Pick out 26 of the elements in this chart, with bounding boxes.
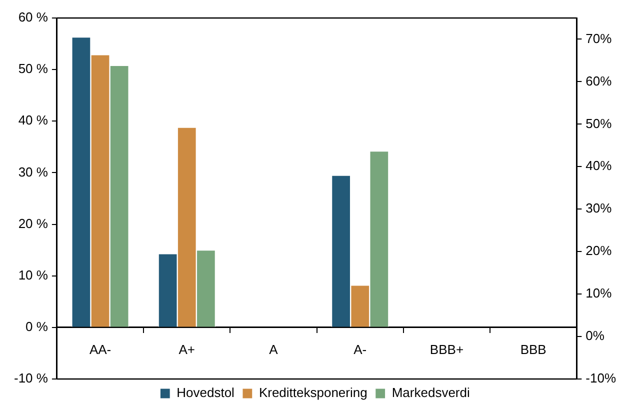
- y2-tick-label: 40%: [586, 158, 612, 174]
- x-tick-label: BBB+: [430, 342, 464, 357]
- x-tick-label: A: [269, 342, 278, 357]
- x-tick-label: A-: [354, 342, 367, 357]
- y2-tick-label: 60%: [586, 73, 612, 88]
- y2-tick-label: 0%: [586, 328, 605, 344]
- y-tick-label: 60 %: [18, 10, 48, 25]
- y2-tick-label: -10%: [586, 370, 616, 386]
- legend-label: Kreditteksponering: [258, 385, 368, 400]
- y-tick-label: 0 %: [26, 319, 48, 334]
- x-tick-label: AA-: [89, 342, 112, 357]
- y-tick-label: 10 %: [18, 267, 48, 282]
- y2-tick-label: 20%: [586, 243, 612, 258]
- legend-label: Markedsverdi: [392, 385, 470, 400]
- y-tick-label: -10 %: [14, 370, 48, 386]
- y2-tick-label: 70%: [586, 30, 612, 46]
- x-tick-label: BBB: [520, 342, 546, 357]
- y2-tick-label: 30%: [586, 200, 612, 216]
- y-tick-label: 40 %: [18, 112, 48, 128]
- y-tick-label: 30 %: [18, 164, 48, 180]
- y-tick-label: 50 %: [18, 61, 48, 76]
- y2-tick-label: 50%: [586, 116, 612, 131]
- y-tick-label: 20 %: [18, 216, 48, 231]
- y2-tick-label: 10%: [586, 286, 612, 301]
- legend-label: Hovedstol: [176, 385, 235, 400]
- x-tick-label: A+: [178, 342, 196, 357]
